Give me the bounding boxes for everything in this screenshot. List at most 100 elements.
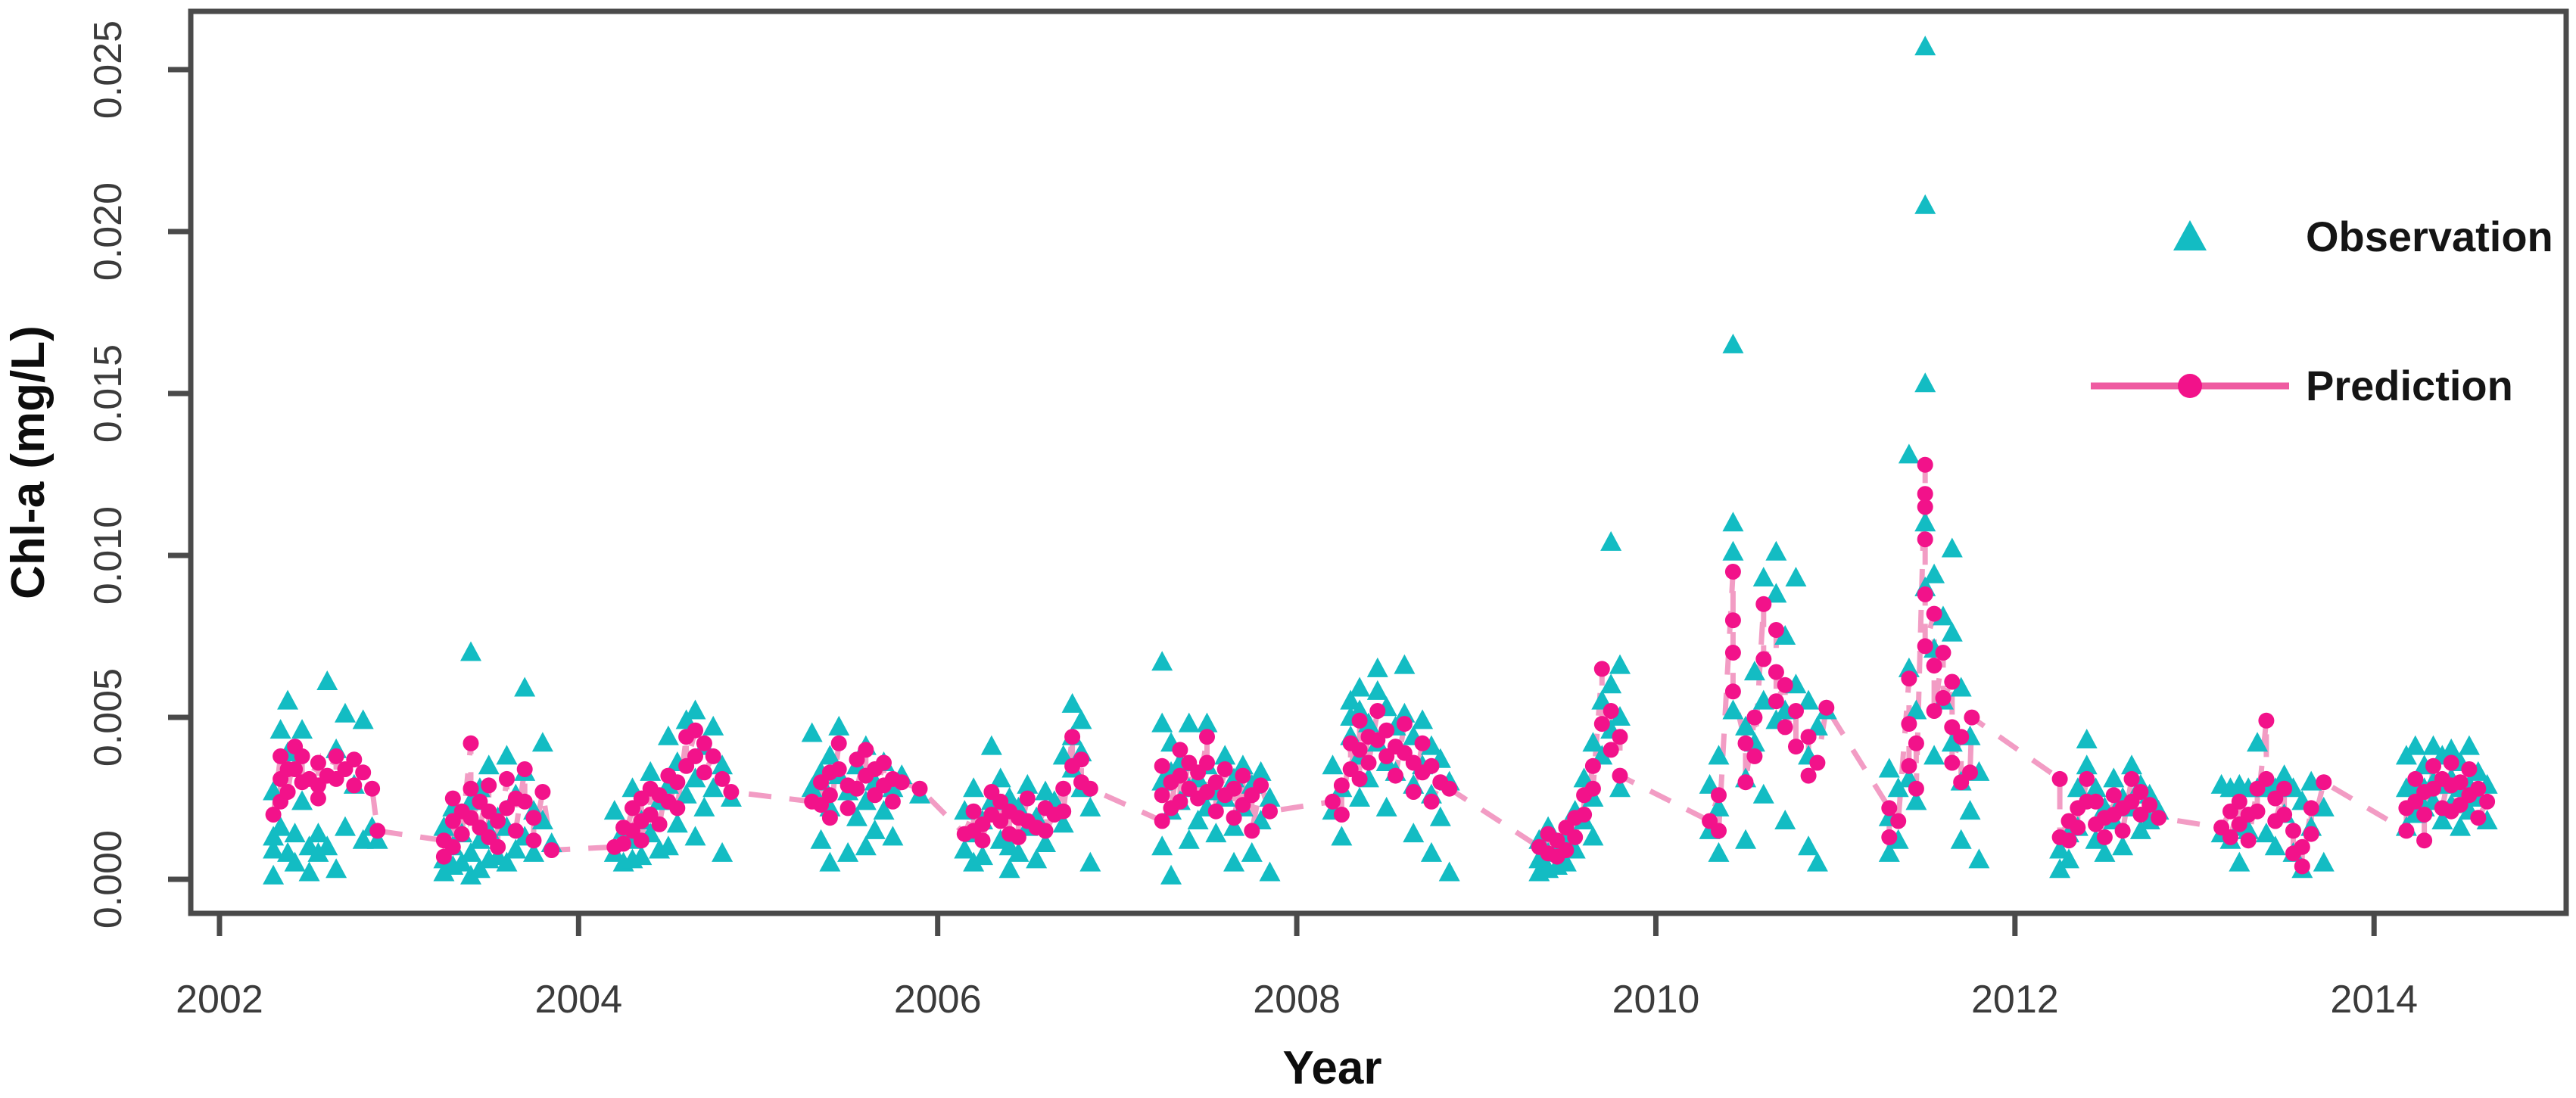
observation-point: [2076, 754, 2098, 775]
prediction-point: [1262, 803, 1278, 820]
observation-point: [1061, 692, 1083, 713]
prediction-point: [821, 810, 838, 826]
prediction-point: [2316, 774, 2332, 791]
prediction-point: [2258, 712, 2275, 729]
observation-point: [1035, 832, 1057, 852]
prediction-point: [1351, 770, 1368, 787]
observation-point: [505, 838, 527, 859]
observation-point: [334, 702, 356, 723]
prediction-point: [1737, 735, 1754, 751]
observation-point: [2431, 810, 2453, 830]
prediction-point: [346, 751, 363, 768]
observation-point: [1079, 796, 1101, 817]
prediction-point: [1055, 780, 1072, 797]
observation-point: [631, 845, 653, 866]
prediction-point: [1964, 709, 1980, 726]
observation-point: [1322, 754, 1344, 775]
observation-point: [1035, 780, 1057, 801]
observation-point: [963, 777, 985, 798]
prediction-point: [1800, 729, 1817, 745]
prediction-point: [1207, 774, 1224, 791]
prediction-point: [1818, 699, 1835, 716]
prediction-point: [544, 842, 560, 858]
prediction-point: [273, 748, 289, 764]
observation-point: [2255, 823, 2277, 843]
observation-point: [1752, 567, 1774, 587]
observation-point: [837, 841, 859, 862]
prediction-point: [1082, 780, 1098, 797]
observation-point: [460, 864, 482, 885]
prediction-point: [1917, 486, 1933, 502]
prediction-point: [830, 735, 847, 751]
prediction-point: [1711, 787, 1727, 804]
observation-point: [1259, 787, 1281, 807]
prediction-point: [1788, 703, 1804, 719]
prediction-point: [1593, 661, 1610, 677]
observation-point: [1923, 745, 1945, 765]
prediction-point: [2132, 784, 2149, 800]
prediction-point: [2222, 829, 2238, 845]
observation-point: [1914, 36, 1936, 56]
observation-point: [1403, 823, 1425, 843]
observation-point: [263, 864, 285, 885]
observation-point: [1968, 848, 1990, 869]
prediction-point: [516, 793, 533, 810]
legend: Observation Prediction: [2091, 213, 2553, 409]
prediction-point: [1441, 780, 1458, 797]
prediction-point: [2114, 823, 2131, 839]
prediction-point: [2452, 774, 2469, 791]
plot-area-border: [188, 8, 2569, 916]
prediction-point: [1253, 777, 1269, 794]
observation-point: [1722, 540, 1744, 561]
observation-point: [1438, 861, 1460, 882]
prediction-point: [279, 784, 296, 800]
prediction-point: [534, 784, 551, 800]
observation-point: [1196, 712, 1218, 733]
observation-point: [810, 829, 832, 849]
observation-point: [1905, 699, 1927, 720]
prediction-point: [911, 780, 928, 797]
prediction-point: [1199, 729, 1215, 745]
observation-point: [2238, 819, 2260, 839]
prediction-point: [1396, 716, 1413, 733]
y-tick-label: 0.000: [86, 830, 130, 928]
observation-point: [531, 732, 553, 752]
prediction-point: [1890, 813, 1907, 829]
prediction-point: [1881, 800, 1898, 817]
prediction-point: [507, 823, 524, 839]
observation-point: [2404, 735, 2426, 755]
observation-point: [2273, 764, 2295, 785]
observation-point: [1187, 810, 1209, 830]
prediction-point: [2294, 858, 2310, 875]
observation-point: [882, 826, 904, 846]
y-tick-label: 0.025: [86, 20, 130, 119]
observation-point: [2229, 851, 2250, 872]
observation-point: [2076, 729, 2098, 749]
prediction-point: [265, 807, 282, 823]
prediction-point: [364, 780, 381, 797]
prediction-point: [2231, 793, 2247, 810]
observation-point: [1331, 826, 1353, 846]
observation-point: [1582, 826, 1604, 846]
observation-point: [666, 813, 688, 833]
observation-point: [2422, 735, 2444, 755]
prediction-point: [876, 754, 892, 771]
observation-point: [1798, 835, 1820, 856]
prediction-point: [525, 810, 542, 826]
prediction-point: [2070, 820, 2086, 836]
observation-point: [855, 790, 877, 810]
prediction-point: [884, 793, 901, 810]
observation-point: [1898, 443, 1920, 464]
prediction-point: [1724, 612, 1741, 629]
observation-point: [1609, 706, 1631, 726]
prediction-point: [328, 748, 344, 764]
prediction-point: [1226, 810, 1242, 826]
observation-point: [1735, 829, 1757, 849]
observation-point: [1765, 583, 1787, 603]
observation-point: [1366, 680, 1388, 700]
prediction-point: [705, 748, 721, 764]
observation-point: [1722, 333, 1744, 353]
prediction-point: [1333, 777, 1350, 794]
observation-point: [873, 800, 895, 820]
observation-point: [1878, 757, 1900, 778]
